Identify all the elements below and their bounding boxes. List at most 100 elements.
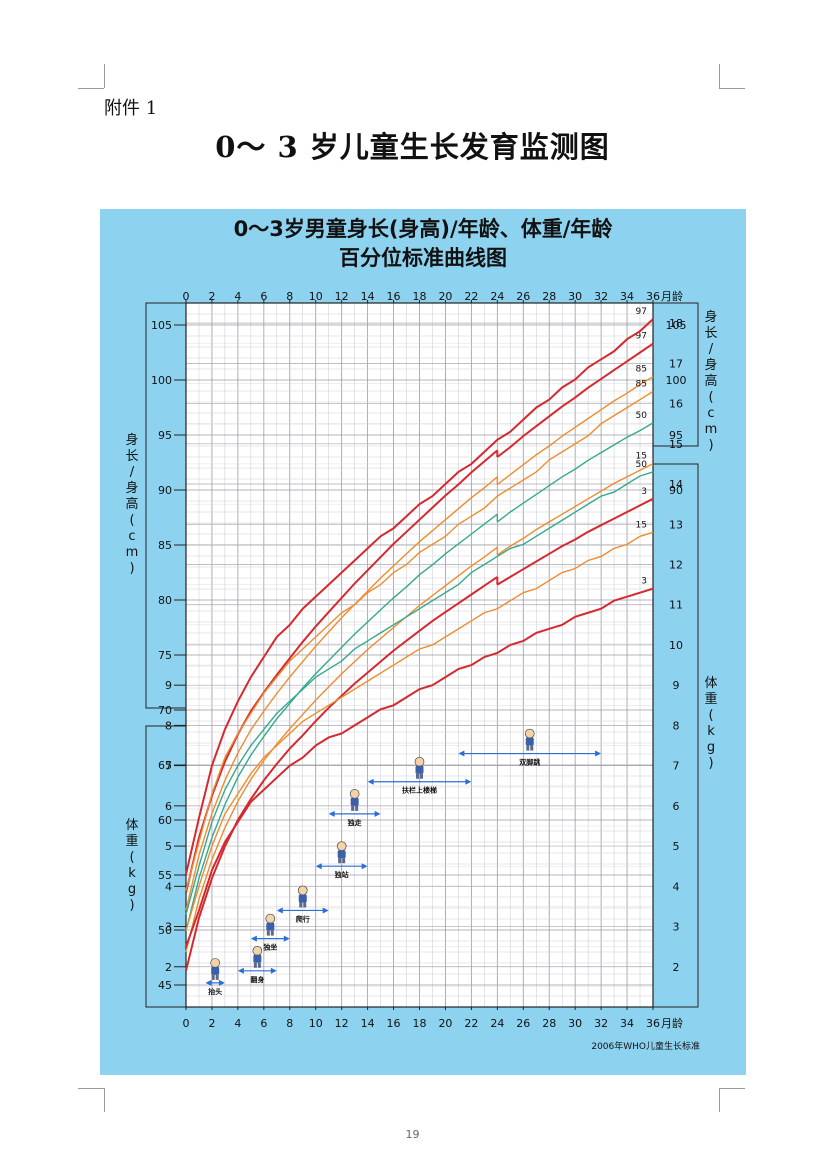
figure-head (297, 885, 308, 896)
length-tick-label-right: 105 (666, 319, 687, 332)
x-tick-label-bottom: 36 (646, 1017, 660, 1030)
figure-head (265, 913, 276, 924)
x-tick-label-top: 22 (464, 290, 478, 303)
figure-leg (416, 773, 419, 779)
crop-mark-bottom-right-v (719, 1088, 720, 1112)
weight-tick-label-left: 9 (165, 679, 172, 692)
weight-tick-label-left: 7 (165, 760, 172, 773)
weight-tick-label-left: 4 (165, 880, 172, 893)
child-jumping-icon (524, 728, 535, 751)
axis-title-char: ( (129, 513, 134, 528)
weight-curve-p85 (185, 390, 654, 891)
x-tick-label-bottom: 16 (387, 1017, 401, 1030)
arrow-left-icon (367, 778, 374, 785)
figure-leg (257, 962, 261, 968)
milestone-label: 抬头 (208, 987, 222, 996)
axis-title-char: 重 (704, 691, 717, 707)
figure-head (210, 958, 220, 968)
chart-title: 0～3岁男童身长(身高)/年龄、体重/年龄 (234, 217, 614, 241)
arrow-right-icon (218, 979, 225, 986)
length-tick-label-left: 65 (158, 759, 172, 772)
figure-leg (355, 805, 359, 811)
weight-tick-label-right: 2 (673, 961, 680, 974)
figure-leg (299, 902, 303, 908)
x-tick-label-bottom: 18 (413, 1017, 427, 1030)
x-tick-label-bottom: 28 (542, 1017, 556, 1030)
arrow-right-icon (374, 810, 381, 817)
figure-head (349, 789, 360, 799)
length-percentile-label-50: 50 (636, 411, 648, 421)
x-tick-label-bottom: 22 (464, 1017, 478, 1030)
axis-title-char: ( (708, 708, 713, 723)
x-tick-label-bottom: 6 (260, 1017, 267, 1030)
figure-head (414, 756, 425, 767)
milestone-label: 独站 (334, 870, 349, 879)
weight-tick-label-right: 17 (669, 357, 683, 370)
figure-leg (215, 974, 219, 980)
figure-head (336, 841, 347, 852)
x-tick-label-top: 34 (620, 290, 634, 303)
x-tick-label-top: 4 (234, 290, 241, 303)
growth-chart-panel: 0～3岁男童身长(身高)/年龄、体重/年龄 百分位标准曲线图 2006年WHO儿… (100, 209, 746, 1075)
figure-leg (253, 962, 257, 968)
x-tick-label-bottom: 20 (438, 1017, 452, 1030)
page-number: 19 (405, 1128, 420, 1141)
axis-title-char: ) (708, 438, 713, 453)
axis-title-char: 身 (704, 309, 717, 325)
figure-head (524, 728, 535, 739)
weight-curve-p15 (185, 531, 654, 931)
axis-title-char: / (130, 465, 135, 480)
weight-tick-label-left: 5 (165, 840, 172, 853)
x-tick-label-top: 8 (286, 290, 293, 303)
length-tick-label-left: 60 (158, 814, 172, 827)
weight-tick-label-right: 15 (669, 438, 683, 451)
weight-tick-label-right: 13 (669, 518, 683, 531)
x-tick-label-top: 0 (183, 290, 190, 303)
arrow-right-icon (361, 863, 368, 870)
arrow-left-icon (328, 810, 335, 817)
length-tick-label-left: 80 (158, 594, 172, 607)
weight-axis-title-right: 体重(kg) (704, 676, 717, 771)
weight-tick-label-right: 10 (669, 639, 683, 652)
figure-body (266, 922, 275, 931)
x-tick-label-bottom: 32 (594, 1017, 608, 1030)
length-axis-title-right: 身长/身高(cm) (704, 309, 717, 453)
milestone-label: 爬行 (295, 914, 310, 923)
figure-body (350, 797, 359, 806)
axis-title-char: ) (708, 756, 713, 771)
length-tick-label-left: 50 (158, 924, 172, 937)
x-tick-label-bottom: 34 (620, 1017, 634, 1030)
crop-mark-top-right-h (719, 88, 745, 89)
length-curve-p85 (185, 476, 498, 911)
figure-leg (338, 858, 342, 864)
length-axis-title-left: 身长/身高(cm) (125, 432, 138, 576)
length-curve-p3 (185, 576, 498, 971)
weight-tick-label-right: 3 (673, 921, 680, 934)
axis-title-char: 体 (704, 676, 717, 691)
baby-standing-icon (336, 841, 347, 864)
figure-leg (530, 745, 534, 751)
axis-title-char: m (705, 422, 718, 437)
figure-body (298, 894, 307, 903)
length-percentile-label-3: 3 (641, 487, 647, 497)
arrow-right-icon (595, 750, 602, 757)
arrow-right-icon (283, 935, 290, 942)
length-curve-p50-2to3 (496, 422, 654, 523)
milestone-baby-crawling: 爬行 (276, 885, 329, 923)
arrow-left-icon (237, 967, 244, 974)
x-tick-label-top: 10 (309, 290, 323, 303)
figure-body (525, 737, 534, 746)
crop-mark-top-left-h (78, 88, 104, 89)
milestone-label: 翻身 (250, 975, 264, 984)
milestone-child-jumping: 双脚跳 (458, 728, 602, 767)
axis-title-char: 身 (125, 480, 138, 496)
figure-leg (266, 930, 270, 936)
length-percentile-label-85: 85 (636, 365, 647, 375)
weight-tick-label-left: 3 (165, 921, 172, 934)
axis-title-char: g (128, 882, 136, 897)
arrow-right-icon (465, 778, 472, 785)
length-percentile-label-97: 97 (636, 332, 647, 342)
baby-sitting-icon (265, 913, 276, 936)
length-curve-p15-2to3 (496, 462, 654, 556)
length-tick-label-left: 105 (151, 319, 172, 332)
